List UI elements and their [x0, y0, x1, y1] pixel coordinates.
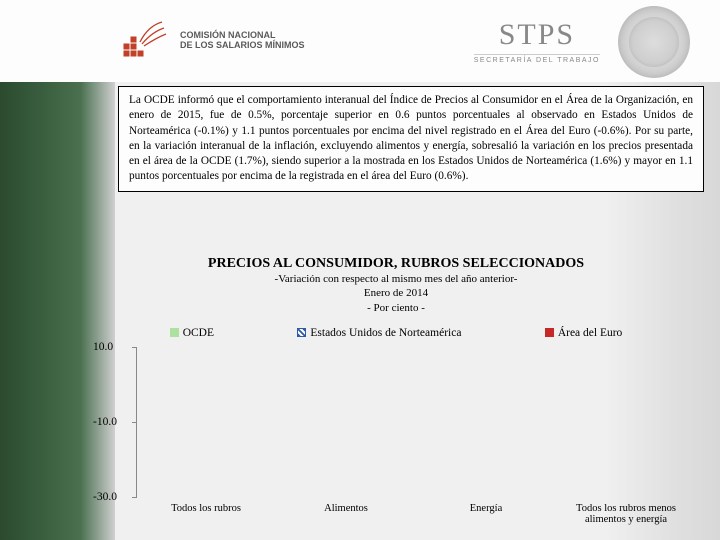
- chart-legend: OCDE Estados Unidos de Norteamérica Área…: [128, 327, 664, 339]
- conasami-logo: COMISIÓN NACIONAL DE LOS SALARIOS MÍNIMO…: [118, 14, 305, 68]
- chart-title: PRECIOS AL CONSUMIDOR, RUBROS SELECCIONA…: [88, 256, 704, 272]
- stps-text: STPS: [499, 18, 575, 52]
- stps-logo: STPS SECRETARÍA DEL TRABAJO: [474, 18, 600, 64]
- legend-label-euro: Área del Euro: [558, 327, 623, 339]
- x-category-label: Todos los rubros menos alimentos y energ…: [556, 503, 696, 525]
- x-category-label: Todos los rubros: [136, 503, 276, 525]
- y-tick-label: -30.0: [93, 491, 117, 503]
- legend-swatch-ocde: [170, 328, 179, 337]
- chart-region: PRECIOS AL CONSUMIDOR, RUBROS SELECCIONA…: [88, 256, 704, 534]
- conasami-line2: DE LOS SALARIOS MÍNIMOS: [180, 41, 305, 51]
- government-seal-icon: [618, 6, 690, 78]
- conasami-text: COMISIÓN NACIONAL DE LOS SALARIOS MÍNIMO…: [180, 31, 305, 51]
- x-category-label: Alimentos: [276, 503, 416, 525]
- paragraph-text: La OCDE informó que el comportamiento in…: [129, 94, 693, 182]
- legend-label-usa: Estados Unidos de Norteamérica: [310, 327, 461, 339]
- legend-item-euro: Área del Euro: [545, 327, 623, 339]
- header-bar: COMISIÓN NACIONAL DE LOS SALARIOS MÍNIMO…: [0, 0, 720, 82]
- y-tick-label: 10.0: [93, 341, 113, 353]
- paragraph-box: La OCDE informó que el comportamiento in…: [118, 86, 704, 192]
- chart-x-labels: Todos los rubrosAlimentosEnergíaTodos lo…: [136, 503, 696, 525]
- legend-swatch-euro: [545, 328, 554, 337]
- stps-subtitle: SECRETARÍA DEL TRABAJO: [474, 54, 600, 64]
- legend-label-ocde: OCDE: [183, 327, 214, 339]
- legend-item-ocde: OCDE: [170, 327, 214, 339]
- chart-subtitle-3: - Por ciento -: [88, 301, 704, 315]
- conasami-icon: [118, 14, 172, 68]
- x-category-label: Energía: [416, 503, 556, 525]
- legend-swatch-usa: [297, 328, 306, 337]
- chart-plot-area: 10.0-10.0-30.0: [136, 347, 696, 497]
- legend-item-usa: Estados Unidos de Norteamérica: [297, 327, 461, 339]
- y-tick-label: -10.0: [93, 416, 117, 428]
- chart-subtitle-2: Enero de 2014: [88, 286, 704, 300]
- chart-subtitle-1: -Variación con respecto al mismo mes del…: [88, 272, 704, 286]
